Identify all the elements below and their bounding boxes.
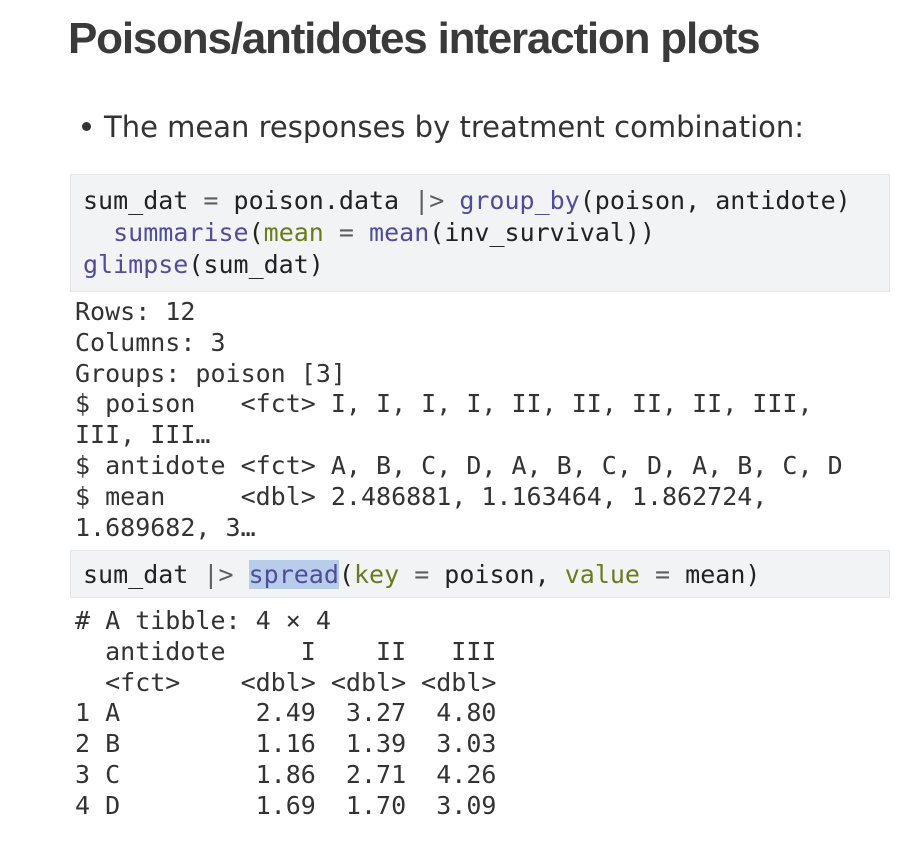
output-line: 3 C 1.86 2.71 4.26 bbox=[75, 759, 497, 789]
bullet-dot bbox=[82, 121, 91, 131]
bullet-text: The mean responses by treatment combinat… bbox=[104, 110, 805, 144]
code-function: group_by bbox=[459, 186, 580, 215]
code-operator: = bbox=[655, 560, 671, 589]
code-text: poison.data bbox=[218, 186, 415, 215]
code-text: poison, bbox=[429, 560, 565, 589]
code-text bbox=[354, 218, 369, 247]
code-function: glimpse bbox=[83, 250, 189, 279]
bullet-item: The mean responses by treatment combinat… bbox=[82, 110, 804, 144]
output-line: $ antidote <fct> A, B, C, D, A, B, C, D,… bbox=[75, 450, 843, 480]
code-block: sum_dat = poison.data |> group_by(poison… bbox=[70, 174, 890, 292]
code-argument: mean bbox=[263, 218, 324, 247]
code-text bbox=[324, 218, 339, 247]
output-line: <fct> <dbl> <dbl> <dbl> bbox=[75, 667, 497, 697]
output-line: 1.689682, 3… bbox=[75, 512, 256, 542]
code-line: sum_dat = poison.data |> group_by(poison… bbox=[83, 185, 877, 217]
code-argument: key bbox=[353, 560, 400, 589]
code-text: (inv_survival)) bbox=[429, 218, 656, 247]
slide-title: Poisons/antidotes interaction plots bbox=[68, 14, 761, 63]
code-function: summarise bbox=[113, 218, 249, 247]
output-line: 1 A 2.49 3.27 4.80 bbox=[75, 698, 497, 728]
code-text: (sum_dat) bbox=[188, 250, 324, 279]
code-text bbox=[399, 560, 414, 589]
code-text: (poison, antidote) bbox=[579, 186, 851, 215]
code-text: ( bbox=[338, 560, 354, 589]
code-output: # A tibble: 4 × 4 antidote I II III <fct… bbox=[75, 606, 496, 822]
code-text: mean) bbox=[670, 560, 761, 589]
code-function: mean bbox=[369, 218, 430, 247]
code-line: glimpse(sum_dat) bbox=[83, 249, 877, 281]
output-line: 2 B 1.16 1.39 3.03 bbox=[75, 729, 497, 759]
code-text bbox=[640, 560, 655, 589]
code-operator: = bbox=[203, 186, 219, 215]
output-line: antidote I II III bbox=[75, 636, 497, 666]
code-output: Rows: 12 Columns: 3 Groups: poison [3] $ po… bbox=[75, 297, 843, 543]
code-operator: = bbox=[414, 560, 430, 589]
code-operator: |> bbox=[414, 186, 445, 215]
output-line: # A tibble: 4 × 4 bbox=[75, 606, 331, 635]
code-text: ( bbox=[248, 218, 264, 247]
code-text: sum_dat bbox=[83, 560, 204, 589]
output-line: Rows: 12 bbox=[75, 297, 196, 326]
code-operator: |> bbox=[203, 560, 234, 589]
output-line: $ poison <fct> I, I, I, I, II, II, II, I… bbox=[75, 389, 813, 419]
output-line: $ mean <dbl> 2.486881, 1.163464, 1.86272… bbox=[75, 481, 768, 511]
output-line: Groups: poison [3] bbox=[75, 358, 346, 388]
code-line: sum_dat |> spread(key = poison, value = … bbox=[83, 559, 877, 591]
output-line: 4 D 1.69 1.70 3.09 bbox=[75, 790, 497, 820]
code-argument: value bbox=[564, 560, 640, 589]
output-line: Columns: 3 bbox=[75, 327, 226, 357]
code-operator: = bbox=[338, 218, 354, 247]
code-line: summarise(mean = mean(inv_survival)) bbox=[83, 217, 877, 249]
code-function: spread bbox=[248, 560, 339, 589]
output-line: III, III… bbox=[75, 420, 211, 450]
code-block: sum_dat |> spread(key = poison, value = … bbox=[70, 550, 890, 598]
code-text bbox=[83, 218, 113, 247]
code-text bbox=[444, 186, 459, 215]
code-text bbox=[234, 560, 249, 589]
code-text: sum_dat bbox=[83, 186, 204, 215]
